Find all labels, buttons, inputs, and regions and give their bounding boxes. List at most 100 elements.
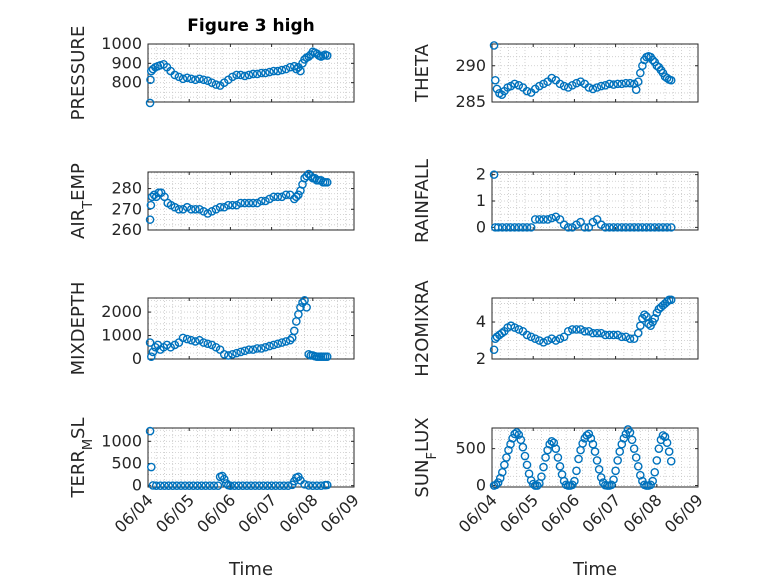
data-point (592, 215, 602, 224)
data-point (563, 223, 573, 232)
data-point (156, 481, 165, 490)
data-point (168, 481, 178, 490)
data-point (572, 466, 581, 476)
data-point (551, 444, 561, 453)
x-axis-label-left: Time (228, 559, 273, 580)
data-point (151, 481, 161, 490)
axes-box (491, 43, 699, 103)
data-point (588, 439, 598, 449)
data-point (633, 462, 643, 471)
data-point (176, 481, 186, 490)
y-axis-label-subscript: F (425, 452, 440, 459)
data-point (510, 323, 519, 332)
data-point (273, 66, 283, 76)
data-point (570, 476, 579, 486)
data-point (207, 340, 217, 350)
data-point (609, 330, 618, 340)
data-point (609, 80, 618, 89)
data-point (590, 447, 600, 456)
data-point (594, 464, 604, 474)
data-point (553, 453, 563, 462)
y-tick-label: 4 (476, 312, 486, 331)
data-point (555, 79, 565, 89)
data-point (528, 479, 538, 489)
data-point (160, 481, 169, 490)
data-point (510, 429, 519, 439)
y-axis-label-tail: SL (68, 417, 89, 438)
data-point (164, 481, 173, 490)
y-axis-label: RAINFALL (412, 159, 433, 243)
data-point (283, 481, 293, 490)
data-point (146, 75, 155, 85)
data-point (191, 75, 200, 85)
data-point (178, 74, 188, 84)
data-point (166, 342, 175, 352)
data-point (265, 341, 274, 351)
y-tick-label: 800 (111, 73, 142, 92)
data-point (617, 332, 627, 342)
data-point (576, 77, 585, 86)
data-point (294, 190, 303, 200)
data-point (145, 215, 155, 224)
data-point (174, 204, 184, 214)
data-point (572, 78, 581, 88)
data-point (219, 350, 229, 359)
data-point (145, 338, 155, 347)
data-point (646, 223, 655, 232)
data-point (522, 86, 532, 96)
data-point (267, 481, 276, 490)
data-point (147, 192, 157, 202)
data-point (172, 481, 182, 490)
y-tick-label: 1000 (101, 34, 142, 53)
y-axis-label: H2OMIXRA (412, 280, 433, 377)
data-point (601, 223, 610, 232)
data-point (596, 81, 606, 91)
data-point (300, 480, 309, 489)
data-point (555, 334, 565, 343)
data-point (197, 481, 206, 490)
data-point (292, 192, 301, 202)
y-axis-label: THETA (412, 43, 433, 103)
y-tick-label: 270 (111, 199, 142, 218)
data-point (269, 192, 278, 202)
data-point (228, 200, 237, 210)
data-point (617, 79, 627, 89)
data-point (559, 332, 569, 342)
data-point (535, 81, 544, 91)
data-point (248, 69, 258, 79)
data-point (191, 204, 200, 214)
data-point (584, 223, 594, 232)
data-point (154, 188, 164, 198)
data-point (584, 429, 594, 439)
data-point (178, 204, 188, 214)
data-point (186, 335, 196, 345)
data-point (619, 434, 629, 443)
data-point (539, 79, 548, 89)
data-point (322, 51, 332, 60)
data-point (224, 200, 233, 210)
y-tick-label: 1 (476, 191, 486, 210)
data-point (644, 319, 653, 329)
subplot-theta: 285 290 THETA (412, 41, 699, 111)
data-point (530, 334, 540, 343)
data-point (584, 83, 594, 92)
data-point (226, 481, 235, 490)
data-point (292, 64, 301, 74)
data-point (666, 295, 676, 305)
y-tick-label: 0 (476, 217, 486, 236)
data-point (516, 435, 526, 445)
data-point (211, 342, 221, 352)
data-point (236, 198, 245, 208)
data-point (605, 79, 614, 89)
data-point (146, 462, 156, 472)
data-point (650, 314, 660, 323)
data-point (228, 350, 237, 359)
data-point (489, 41, 499, 50)
data-point (520, 451, 530, 461)
data-point (203, 76, 213, 86)
data-point (277, 338, 287, 347)
data-point (195, 335, 204, 345)
data-point (281, 64, 291, 74)
y-axis-label: PRESSURE (68, 26, 89, 121)
